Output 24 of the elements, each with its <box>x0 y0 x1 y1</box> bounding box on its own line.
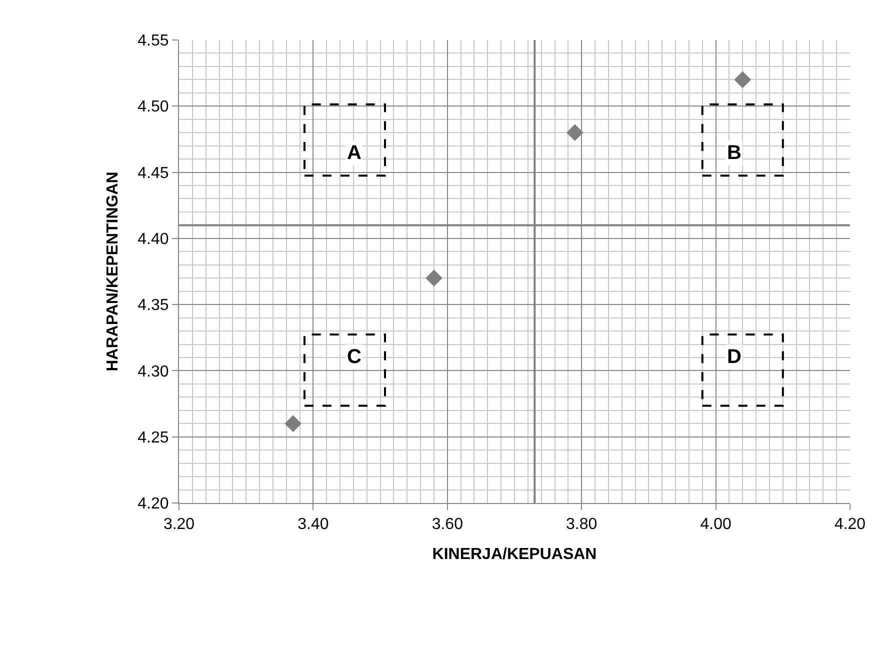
annotation: A <box>347 142 362 164</box>
x-tick-label: 3.40 <box>298 516 329 534</box>
x-tick-label: 4.20 <box>834 516 866 534</box>
y-tick-label: 4.55 <box>138 32 169 50</box>
point <box>734 71 752 88</box>
y-tick-label: 4.45 <box>138 164 169 182</box>
point <box>426 270 442 287</box>
y-tick-label: 4.20 <box>138 496 169 513</box>
y-tick-label: 4.40 <box>138 231 169 248</box>
x-tick-label: 4.00 <box>700 516 732 534</box>
x-tick-label: 3.20 <box>163 516 195 534</box>
y-tick-label: 4.35 <box>138 297 169 314</box>
y-tick-label: 4.30 <box>138 363 169 380</box>
annotation: B <box>727 142 742 164</box>
point <box>284 415 302 432</box>
x-axis-title: KINERJA/KEPUASAN <box>432 546 597 563</box>
annotation: C <box>347 346 362 368</box>
x-tick-label: 3.60 <box>432 516 464 534</box>
y-tick-label: 4.50 <box>138 98 169 116</box>
y-tick-label: 4.25 <box>138 429 169 446</box>
x-tick-label: 3.80 <box>566 516 598 534</box>
annotation: D <box>727 346 742 368</box>
point <box>566 124 584 142</box>
y-axis-title: HARAPAN/KEPENTINGAN <box>104 172 122 372</box>
